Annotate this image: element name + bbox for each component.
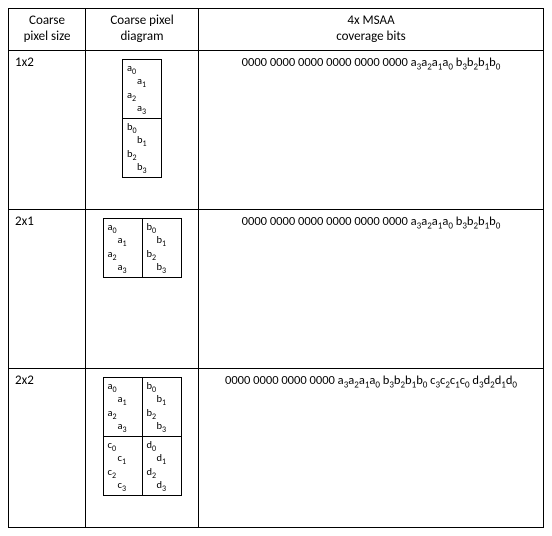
diagram-cell-d: d0d1d2d3 <box>142 436 181 495</box>
diagram-cell-b: b0b1b2b3 <box>142 218 181 277</box>
header-col2: Coarse pixel diagram <box>86 9 199 51</box>
sample-a2: a2 <box>127 90 136 103</box>
table-row: 1x2a0a1a2a3b0b1b2b30000 0000 0000 0000 0… <box>9 50 544 209</box>
header-col3-line2: coverage bits <box>336 29 406 44</box>
diagram-cell-a: a0a1a2a3 <box>103 218 142 277</box>
sample-b1: b1 <box>157 394 167 407</box>
diagram-cell: a0a1a2a3b0b1b2b3 <box>86 50 199 209</box>
sample-a3: a3 <box>118 262 127 275</box>
coverage-bits: 0000 0000 0000 0000 0000 0000 a3a2a1a0 b… <box>242 214 501 229</box>
coverage-cell: 0000 0000 0000 0000 a3a2a1a0 b3b2b1b0 c3… <box>199 368 544 527</box>
sample-a1: a1 <box>118 235 127 248</box>
coverage-bits: 0000 0000 0000 0000 0000 0000 a3a2a1a0 b… <box>242 55 501 70</box>
sample-d1: d1 <box>157 453 167 466</box>
coarse-pixel-diagram: a0a1a2a3b0b1b2b3c0c1c2c3d0d1d2d3 <box>103 377 182 496</box>
sample-a0: a0 <box>108 222 117 235</box>
sample-b1: b1 <box>137 135 147 148</box>
sample-d0: d0 <box>147 440 157 453</box>
sample-d2: d2 <box>147 467 157 480</box>
diagram-cell: a0a1a2a3b0b1b2b3c0c1c2c3d0d1d2d3 <box>86 368 199 527</box>
coarse-pixel-diagram: a0a1a2a3b0b1b2b3 <box>103 218 182 278</box>
diagram-cell-a: a0a1a2a3 <box>123 59 162 118</box>
sample-a2: a2 <box>108 249 117 262</box>
diagram-cell-b: b0b1b2b3 <box>123 118 162 177</box>
sample-b2: b2 <box>147 408 157 421</box>
coarse-pixel-table: Coarse pixel size Coarse pixel diagram 4… <box>8 8 544 528</box>
header-col2-line1: Coarse pixel <box>110 13 173 28</box>
header-col1-line1: Coarse <box>29 13 65 28</box>
sample-a0: a0 <box>127 63 136 76</box>
coarse-pixel-diagram: a0a1a2a3b0b1b2b3 <box>122 59 162 178</box>
sample-c1: c1 <box>118 453 127 466</box>
sample-a2: a2 <box>108 408 117 421</box>
diagram-cell: a0a1a2a3b0b1b2b3 <box>86 209 199 368</box>
diagram-cell-c: c0c1c2c3 <box>103 436 142 495</box>
coverage-cell: 0000 0000 0000 0000 0000 0000 a3a2a1a0 b… <box>199 50 544 209</box>
sample-a3: a3 <box>137 103 146 116</box>
coverage-bits: 0000 0000 0000 0000 a3a2a1a0 b3b2b1b0 c3… <box>225 373 517 388</box>
sample-a0: a0 <box>108 381 117 394</box>
sample-b2: b2 <box>127 149 137 162</box>
table-row: 2x1a0a1a2a3b0b1b2b30000 0000 0000 0000 0… <box>9 209 544 368</box>
sample-a1: a1 <box>137 76 146 89</box>
sample-d3: d3 <box>157 480 167 493</box>
pixel-size-cell: 2x2 <box>9 368 86 527</box>
sample-b1: b1 <box>157 235 167 248</box>
table-row: 2x2a0a1a2a3b0b1b2b3c0c1c2c3d0d1d2d30000 … <box>9 368 544 527</box>
header-col3: 4x MSAA coverage bits <box>199 9 544 51</box>
sample-b0: b0 <box>127 122 137 135</box>
sample-b3: b3 <box>157 262 167 275</box>
sample-c0: c0 <box>108 440 117 453</box>
header-col1-line2: pixel size <box>24 29 71 44</box>
diagram-cell-b: b0b1b2b3 <box>142 377 181 436</box>
sample-b0: b0 <box>147 222 157 235</box>
header-col1: Coarse pixel size <box>9 9 86 51</box>
sample-b3: b3 <box>157 421 167 434</box>
sample-c3: c3 <box>118 480 127 493</box>
sample-b3: b3 <box>137 162 147 175</box>
pixel-size-cell: 2x1 <box>9 209 86 368</box>
header-col2-line2: diagram <box>120 29 163 44</box>
coverage-cell: 0000 0000 0000 0000 0000 0000 a3a2a1a0 b… <box>199 209 544 368</box>
sample-b0: b0 <box>147 381 157 394</box>
sample-b2: b2 <box>147 249 157 262</box>
sample-a1: a1 <box>118 394 127 407</box>
pixel-size-cell: 1x2 <box>9 50 86 209</box>
sample-a3: a3 <box>118 421 127 434</box>
diagram-cell-a: a0a1a2a3 <box>103 377 142 436</box>
header-row: Coarse pixel size Coarse pixel diagram 4… <box>9 9 544 51</box>
sample-c2: c2 <box>108 467 117 480</box>
header-col3-line1: 4x MSAA <box>347 13 394 28</box>
